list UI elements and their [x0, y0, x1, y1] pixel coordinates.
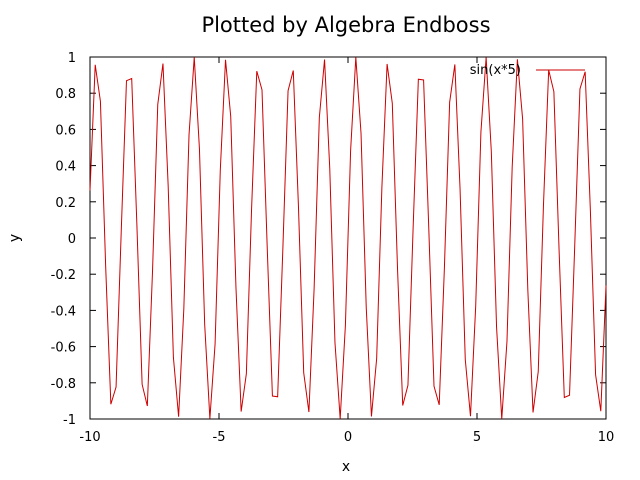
x-tick-label: -5	[213, 430, 226, 445]
y-tick-label: -0.2	[51, 268, 76, 283]
y-tick-label: 0.4	[55, 160, 76, 175]
y-tick-label: 0	[68, 232, 76, 247]
chart-title: Plotted by Algebra Endboss	[201, 13, 490, 37]
x-tick-label: 10	[598, 430, 615, 445]
x-tick-label: 5	[473, 430, 481, 445]
y-axis-label: y	[7, 234, 23, 242]
y-tick-label: 0.2	[55, 196, 76, 211]
y-tick-label: -1	[63, 413, 76, 428]
y-tick-label: -0.6	[51, 341, 76, 356]
y-tick-label: 0.6	[55, 123, 76, 138]
x-tick-label: -10	[79, 430, 100, 445]
legend: sin(x*5)	[470, 63, 585, 78]
y-axis-ticks: 1 0.8 0.6 0.4 0.2 0 -0.2 -0.4 -0.6 -0.8 -1	[51, 51, 606, 428]
legend-label-series-1: sin(x*5)	[470, 63, 521, 78]
y-tick-label: 1	[68, 51, 76, 66]
y-tick-label: -0.8	[51, 377, 76, 392]
x-axis-ticks: -10 -5 0 5 10	[79, 57, 614, 445]
y-tick-label: -0.4	[51, 304, 76, 319]
y-tick-label: 0.8	[55, 87, 76, 102]
series-line-1	[89, 57, 607, 419]
x-tick-label: 0	[344, 430, 352, 445]
series-group	[89, 57, 607, 419]
x-axis-label: x	[342, 459, 350, 475]
